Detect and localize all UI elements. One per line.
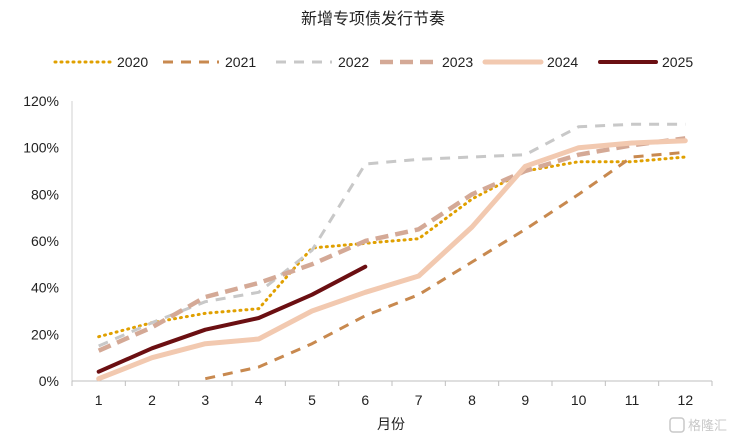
- legend: 2020 2021 2022 2023 2024 2025: [53, 54, 693, 70]
- series-line-2022: [98, 122, 686, 348]
- series-line-2025: [96, 264, 368, 374]
- x-tick-label: 5: [308, 392, 316, 408]
- y-tick-label: 80%: [31, 186, 59, 202]
- y-tick-label: 0%: [39, 373, 59, 389]
- series-line-2024: [96, 138, 688, 382]
- x-tick-label: 12: [678, 392, 694, 408]
- x-tick-label: 7: [415, 392, 423, 408]
- x-tick-label: 6: [361, 392, 369, 408]
- watermark: 格隆汇: [669, 417, 727, 433]
- y-tick-label: 60%: [31, 233, 59, 249]
- chart-title: 新增专项债发行节奏: [301, 10, 445, 28]
- x-tick-label: 10: [571, 392, 587, 408]
- x-tick-label: 1: [95, 392, 103, 408]
- legend-label-2025: 2025: [662, 54, 693, 70]
- y-axis: 0% 20% 40% 60% 80% 100% 120%: [23, 93, 73, 389]
- x-tick-label: 4: [255, 392, 263, 408]
- x-axis-label: 月份: [377, 416, 405, 432]
- series-line-2020: [97, 155, 687, 339]
- y-tick-label: 40%: [31, 280, 59, 296]
- series-line-2023: [97, 136, 686, 353]
- legend-label-2023: 2023: [442, 54, 473, 70]
- legend-label-2024: 2024: [547, 54, 578, 70]
- legend-label-2022: 2022: [338, 54, 369, 70]
- watermark-text: 格隆汇: [688, 418, 727, 433]
- x-tick-label: 9: [521, 392, 529, 408]
- watermark-logo-icon: [669, 417, 685, 433]
- y-tick-label: 120%: [23, 93, 59, 109]
- series-line-2021: [204, 150, 686, 381]
- x-tick-label: 3: [201, 392, 209, 408]
- legend-label-2021: 2021: [225, 54, 256, 70]
- y-tick-label: 20%: [31, 326, 59, 342]
- x-tick-label: 2: [148, 392, 156, 408]
- x-tick-label: 8: [468, 392, 476, 408]
- legend-label-2020: 2020: [117, 54, 148, 70]
- y-tick-label: 100%: [23, 140, 59, 156]
- series-layer: [96, 122, 688, 382]
- x-tick-label: 11: [625, 392, 640, 408]
- x-axis: 1 2 3 4 5 6 7 8 9 10 11 12: [71, 380, 713, 408]
